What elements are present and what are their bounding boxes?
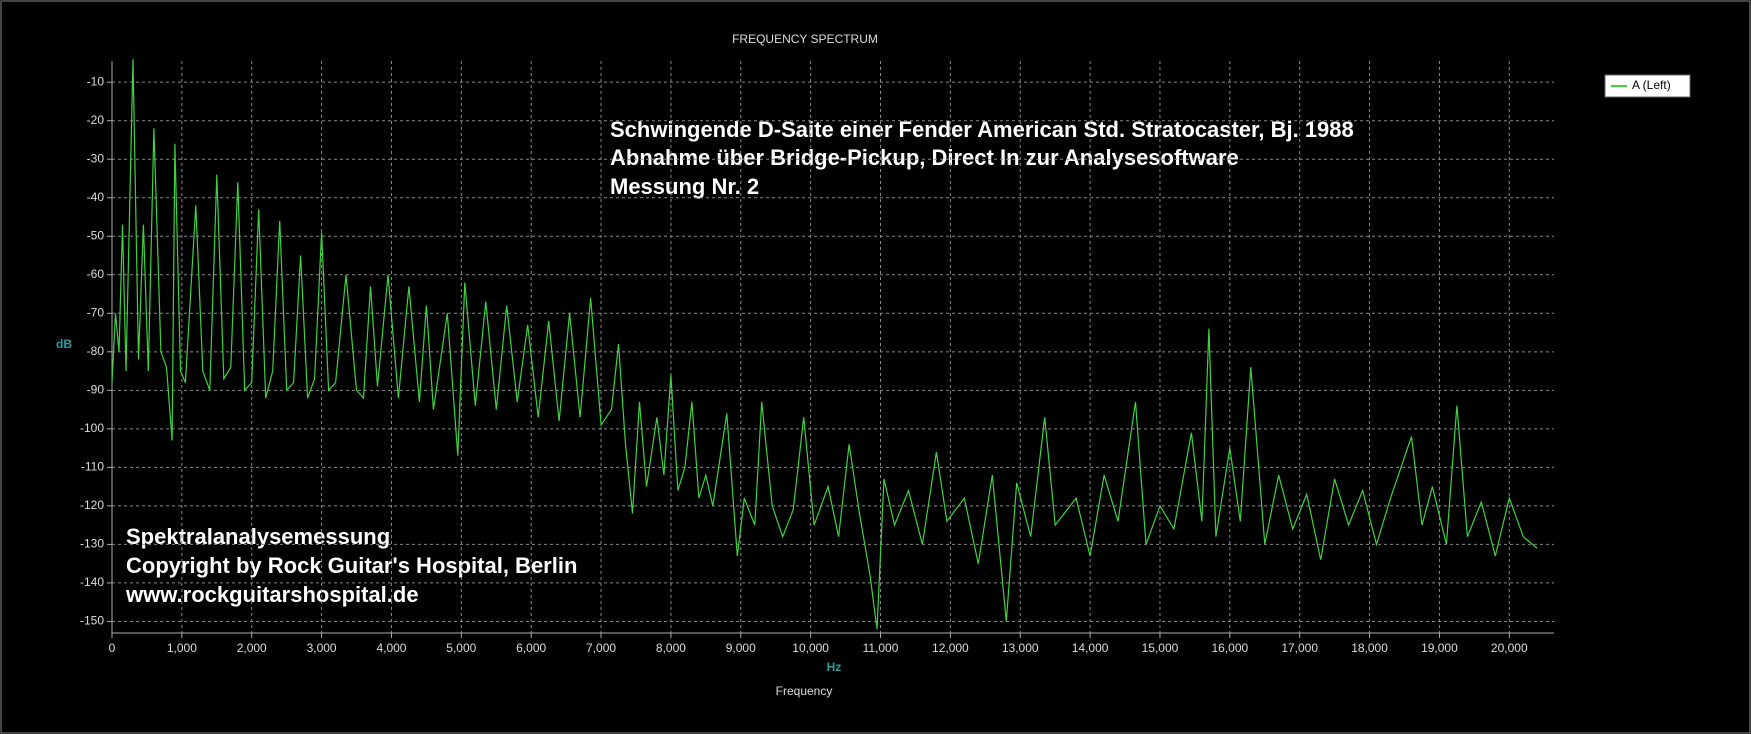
- annotation: Abnahme über Bridge-Pickup, Direct In zu…: [610, 145, 1239, 170]
- y-tick-label: -60: [87, 267, 105, 281]
- x-axis-label: Frequency: [776, 684, 833, 698]
- legend-label: A (Left): [1632, 78, 1671, 92]
- x-tick-label: 18,000: [1351, 641, 1388, 655]
- y-tick-label: -80: [87, 344, 105, 358]
- x-tick-label: 2,000: [237, 641, 267, 655]
- y-tick-label: -20: [87, 113, 105, 127]
- x-tick-label: 20,000: [1491, 641, 1528, 655]
- y-tick-label: -140: [80, 575, 104, 589]
- y-tick-label: -10: [87, 74, 105, 88]
- annotation: Copyright by Rock Guitar's Hospital, Ber…: [126, 553, 577, 578]
- annotation: Messung Nr. 2: [610, 174, 759, 199]
- x-tick-label: 16,000: [1211, 641, 1248, 655]
- y-tick-label: -50: [87, 228, 105, 242]
- legend-box: [1604, 74, 1691, 98]
- x-tick-label: 17,000: [1281, 641, 1318, 655]
- x-tick-label: 12,000: [932, 641, 969, 655]
- spectrum-line: [111, 59, 1538, 630]
- x-tick-label: 15,000: [1142, 641, 1179, 655]
- x-tick-label: 11,000: [863, 641, 899, 655]
- x-tick-label: 1,000: [167, 641, 197, 655]
- x-tick-label: 6,000: [516, 641, 546, 655]
- y-tick-label: -150: [80, 614, 104, 628]
- legend: A (Left): [1604, 74, 1691, 98]
- x-tick-label: 19,000: [1421, 641, 1458, 655]
- y-tick-label: -30: [87, 151, 105, 165]
- y-axis-label: dB: [56, 337, 72, 351]
- x-tick-label: 0: [109, 641, 116, 655]
- y-tick-label: -100: [80, 421, 104, 435]
- x-axis-unit: Hz: [827, 660, 842, 674]
- y-tick-label: -70: [87, 305, 105, 319]
- annotation: Spektralanalysemessung: [126, 524, 390, 549]
- y-tick-label: -130: [80, 537, 104, 551]
- x-tick-label: 4,000: [376, 641, 406, 655]
- x-tick-label: 10,000: [792, 641, 829, 655]
- x-tick-label: 14,000: [1072, 641, 1109, 655]
- chart-title: FREQUENCY SPECTRUM: [732, 32, 878, 46]
- y-tick-label: -120: [80, 498, 104, 512]
- annotation: www.rockguitarshospital.de: [125, 582, 419, 607]
- x-tick-label: 13,000: [1002, 641, 1039, 655]
- x-tick-label: 3,000: [307, 641, 337, 655]
- x-tick-label: 5,000: [446, 641, 476, 655]
- y-tick-label: -90: [87, 383, 105, 397]
- x-tick-label: 8,000: [656, 641, 686, 655]
- y-tick-label: -40: [87, 190, 105, 204]
- y-tick-label: -110: [81, 460, 104, 474]
- x-tick-label: 7,000: [586, 641, 616, 655]
- x-tick-label: 9,000: [726, 641, 756, 655]
